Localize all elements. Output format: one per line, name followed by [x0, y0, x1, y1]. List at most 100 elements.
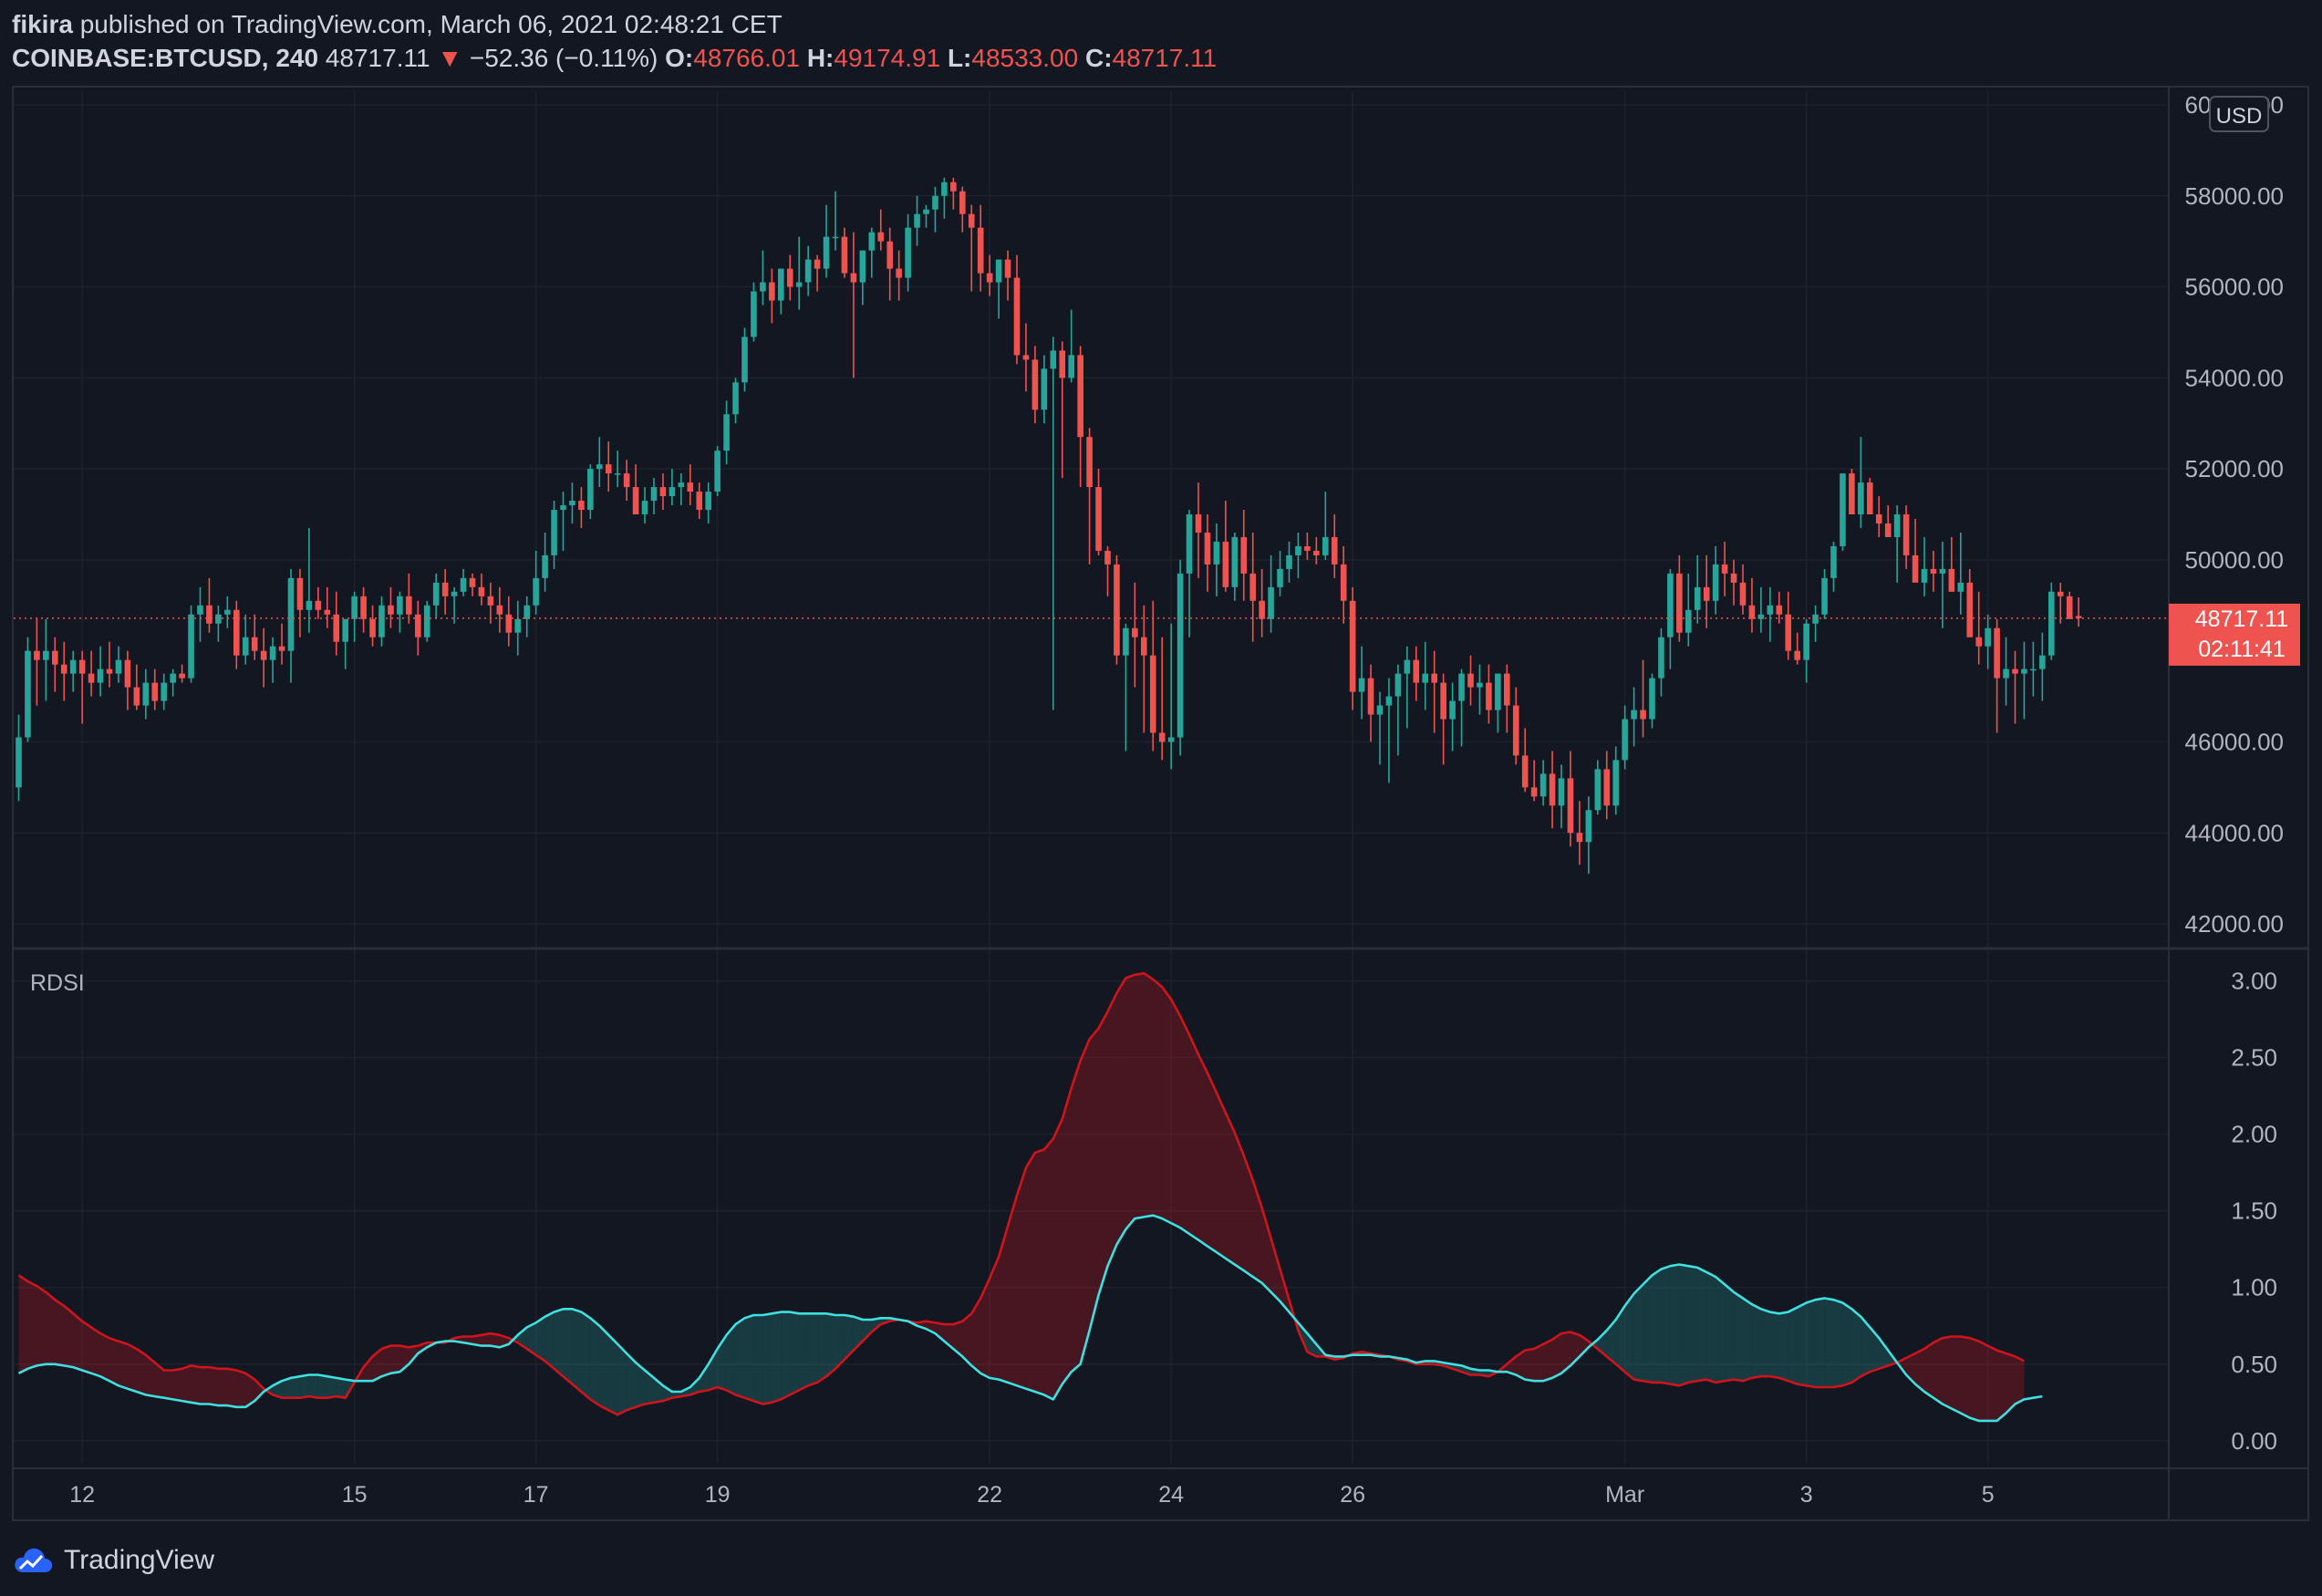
candle-body [641, 501, 648, 515]
rdsi-fill-segment [645, 1370, 654, 1404]
candle-body [1558, 778, 1565, 806]
candle-body [1132, 627, 1138, 637]
rdsi-fill-segment [689, 1377, 700, 1395]
rdsi-fill-segment [636, 1363, 646, 1407]
candle-body [1776, 605, 1783, 615]
rdsi-fill-segment [1769, 1311, 1779, 1378]
x-axis-label: 12 [69, 1482, 95, 1508]
candle-body [315, 600, 322, 610]
candle-body [16, 737, 22, 788]
candle-body [269, 646, 276, 660]
candle-body [560, 505, 566, 511]
rdsi-fill-segment [18, 1275, 28, 1373]
candle-body [1875, 514, 1882, 523]
candle-body [1331, 536, 1338, 565]
candles-group [16, 177, 2082, 875]
rdsi-fill-segment [91, 1327, 101, 1377]
candle-body [1930, 568, 1937, 574]
rdsi-fill-segment [409, 1345, 419, 1364]
rdsi-fill-segment [127, 1343, 137, 1393]
candle-body [369, 618, 376, 637]
rdsi-fill-segment [1716, 1276, 1726, 1383]
rdsi-fill-segment [2006, 1352, 2016, 1414]
rdsi-fill-segment [817, 1313, 827, 1383]
candle-body [423, 605, 430, 637]
ohlc-low: L:48533.00 [947, 44, 1079, 72]
chart-frame[interactable] [12, 86, 2309, 1521]
candle-body [242, 637, 249, 656]
rdsi-fill-segment [1743, 1298, 1752, 1382]
candle-body [161, 682, 167, 701]
price-tick-label: 54000.00 [2185, 364, 2284, 391]
rdsi-fill-segment [1043, 1138, 1053, 1400]
candle-body [1477, 682, 1483, 688]
rdsi-fill-segment [327, 1376, 337, 1398]
candle-body [1467, 673, 1474, 688]
rdsi-fill-segment [1861, 1316, 1871, 1377]
rdsi-fill-segment [1806, 1300, 1816, 1387]
candle-body [2012, 668, 2018, 674]
candle-body [1739, 582, 1747, 606]
rdsi-fill-segment [1307, 1333, 1317, 1357]
candle-body [1222, 541, 1229, 587]
price-change: −52.36 (−0.11%) [469, 44, 658, 72]
rdsi-fill-segment [962, 1313, 972, 1366]
rdsi-fill-segment [1978, 1341, 1988, 1421]
rdsi-fill-segment [1107, 993, 1117, 1267]
candle-body [841, 236, 848, 274]
rdsi-fill-segment [835, 1314, 845, 1369]
candle-body [1486, 682, 1492, 710]
rdsi-fill-segment [1461, 1365, 1471, 1375]
rdsi-fill-segment [1751, 1304, 1761, 1378]
rdsi-fill-segment [781, 1311, 791, 1400]
rdsi-fill-segment [1960, 1336, 1970, 1418]
tradingview-brand[interactable]: TradingView [64, 1545, 215, 1575]
candle-body [133, 687, 140, 706]
candle-body [823, 236, 830, 269]
rdsi-fill-segment [1543, 1339, 1553, 1382]
candle-body [1177, 573, 1184, 738]
candle-body [1975, 637, 1982, 647]
candle-body [496, 605, 503, 615]
rdsi-fill-segment [717, 1334, 727, 1391]
candle-body [224, 609, 231, 615]
candle-body [1893, 514, 1901, 537]
candle-body [968, 213, 975, 228]
rdsi-fill-segment [1207, 1073, 1217, 1253]
candle-body [1349, 600, 1356, 692]
rdsi-fill-segment [1071, 1061, 1081, 1373]
rdsi-fill-segment [1643, 1275, 1653, 1383]
rdsi-fill-segment [1234, 1132, 1244, 1271]
candle-body [2066, 596, 2073, 619]
candle-body [1921, 568, 1928, 583]
rdsi-fill-segment [209, 1367, 219, 1406]
author-name[interactable]: fikira [12, 10, 73, 38]
rdsi-fill-segment [999, 1226, 1009, 1383]
candle-body [1594, 769, 1602, 811]
candle-body [215, 614, 222, 624]
rdsi-fill-segment [490, 1333, 500, 1348]
rdsi-fill-segment [472, 1334, 482, 1346]
candle-body [1195, 514, 1202, 533]
candle-body [1957, 582, 1964, 592]
candle-body [1567, 778, 1574, 834]
candle-body [723, 414, 730, 451]
candle-body [360, 596, 367, 619]
rdsi-fill-segment [590, 1318, 600, 1406]
rdsi-fill-segment [1633, 1284, 1643, 1382]
candle-body [1022, 355, 1030, 360]
candle-body [1948, 568, 1955, 592]
candle-body [1013, 277, 1021, 356]
candle-body [1231, 536, 1239, 587]
candle-body [977, 227, 984, 274]
candle-body [306, 600, 313, 610]
rdsi-fill-segment [1725, 1284, 1735, 1382]
last-price-label: 48717.11 [2195, 606, 2288, 632]
rdsi-fill-segment [181, 1365, 192, 1403]
candle-body [1794, 650, 1800, 660]
candle-body [786, 268, 793, 287]
price-tick-label: 46000.00 [2185, 728, 2284, 755]
candle-body [1495, 673, 1501, 710]
candle-body [1966, 582, 1974, 637]
